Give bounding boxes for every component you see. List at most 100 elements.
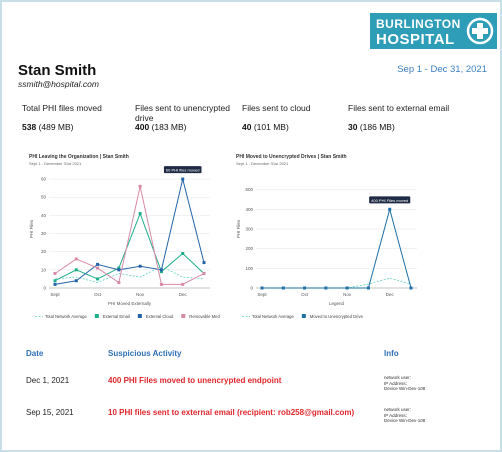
legend-label: Moved to Unencrypted Drive — [310, 314, 364, 319]
annotation: 60 PHI files moved — [166, 168, 200, 173]
chart-subtitle: Sept 1 - December 31st 2021 — [236, 161, 289, 166]
data-point — [138, 184, 142, 188]
info-cell: network user: IP Address: Device Win-Dev-1… — [384, 407, 425, 424]
data-point — [202, 261, 206, 265]
stat-label: Files sent to external email — [348, 103, 450, 113]
date-range: Sep 1 - Dec 31, 2021 — [397, 64, 487, 75]
data-point — [409, 286, 413, 290]
chart-title: PHI Leaving the Organization | Stan Smit… — [29, 154, 129, 160]
chart-subtitle: Sept 1 - December 31st 2021 — [29, 161, 82, 166]
y-tick-label: 200 — [245, 246, 253, 251]
stat-value: 538 (489 MB) — [22, 122, 74, 132]
logo: BURLINGTON HOSPITAL — [370, 13, 497, 49]
data-point — [181, 177, 185, 181]
legend-swatch — [181, 314, 186, 318]
legend-swatch — [94, 314, 99, 318]
logo-text: BURLINGTON — [376, 17, 461, 31]
x-axis-label: Legend — [329, 301, 345, 306]
data-point — [74, 279, 78, 283]
y-tick-label: 400 — [245, 207, 253, 212]
data-point — [159, 282, 163, 286]
info-cell: network user: IP Address: Device Win-Dev-1… — [384, 375, 425, 392]
annotation-box — [163, 166, 202, 174]
x-tick-label: Oct — [301, 292, 309, 297]
y-tick-label: 30 — [41, 231, 47, 236]
info-line: IP Address: — [384, 412, 407, 418]
data-point — [74, 257, 78, 261]
data-point — [159, 268, 163, 272]
series-line — [54, 212, 205, 282]
column-header: Date — [26, 349, 44, 358]
y-axis-label: PHI Files — [236, 219, 241, 238]
x-tick-label: Dec — [386, 292, 395, 297]
data-point — [96, 262, 100, 266]
logo-icon — [466, 17, 494, 45]
x-tick-label: Nov — [136, 292, 145, 297]
stat-label: Total PHI files moved — [22, 103, 102, 113]
data-point — [202, 271, 206, 275]
activity-cell: 10 PHI files sent to external email (rec… — [108, 408, 355, 417]
data-point — [117, 281, 121, 285]
data-point — [303, 286, 307, 290]
data-point — [181, 252, 185, 256]
data-point — [324, 286, 328, 290]
chart: PHI Leaving the Organization | Stan Smit… — [25, 148, 220, 333]
x-tick-label: Sept — [50, 292, 60, 297]
series-line — [262, 207, 412, 289]
x-tick-label: Sept — [257, 292, 267, 297]
y-tick-label: 0 — [250, 286, 253, 291]
legend-label: External Email — [103, 314, 130, 319]
date-cell: Dec 1, 2021 — [26, 376, 70, 385]
info-line: IP Address: — [384, 380, 407, 386]
date-cell: Sep 15, 2021 — [26, 408, 74, 417]
stat-label: Files sent to unencrypted drive — [135, 103, 230, 123]
data-point — [53, 279, 57, 283]
info-line: Device Win-Dev-108 — [384, 386, 426, 391]
y-tick-label: 60 — [41, 177, 47, 182]
data-point — [181, 282, 185, 286]
series-line — [54, 178, 205, 285]
y-tick-label: 100 — [245, 266, 253, 271]
column-header: Info — [384, 349, 399, 358]
y-axis-label: PHI Files — [29, 219, 34, 238]
stat-count: 400 — [135, 122, 150, 132]
chart: PHI Moved to Unencrypted Drives | Stan S… — [232, 148, 427, 333]
y-tick-label: 300 — [245, 227, 253, 232]
stat-count: 30 — [348, 122, 358, 132]
legend-label: Total Network Average — [45, 314, 87, 319]
stat-value: 40 (101 MB) — [242, 122, 289, 132]
column-header: Suspicious Activity — [108, 349, 182, 358]
info-line: network user: — [384, 375, 412, 380]
x-tick-label: Dec — [179, 292, 188, 297]
info-line: network user: — [384, 407, 412, 412]
x-tick-label: Oct — [94, 292, 102, 297]
data-point — [53, 271, 57, 275]
chart-background — [232, 148, 427, 333]
y-tick-label: 0 — [43, 286, 46, 291]
stat-size: (489 MB) — [38, 122, 74, 132]
stat-size: (101 MB) — [253, 122, 289, 132]
data-point — [281, 286, 285, 290]
stat-value: 30 (186 MB) — [348, 122, 395, 132]
logo-text: HOSPITAL — [376, 31, 455, 48]
y-tick-label: 50 — [41, 195, 47, 200]
stat-value: 400 (183 MB) — [135, 122, 187, 132]
data-point — [260, 286, 264, 290]
stat-count: 40 — [242, 122, 252, 132]
stat-label: Files sent to cloud — [242, 103, 311, 113]
y-tick-label: 40 — [41, 213, 47, 218]
user-name: Stan Smith — [18, 62, 97, 79]
legend-label: Total Network Average — [252, 314, 294, 319]
annotation-box — [369, 196, 411, 204]
activity-cell: 400 PHI Files moved to unencrypted endpo… — [108, 376, 282, 385]
annotation: 400 PHI Files moved — [371, 198, 408, 203]
y-tick-label: 10 — [41, 267, 47, 272]
legend-label: External Cloud — [146, 314, 174, 319]
stat-size: (183 MB) — [151, 122, 187, 132]
legend-swatch — [301, 314, 306, 318]
data-point — [74, 268, 78, 272]
data-point — [96, 266, 100, 270]
data-point — [159, 270, 163, 274]
